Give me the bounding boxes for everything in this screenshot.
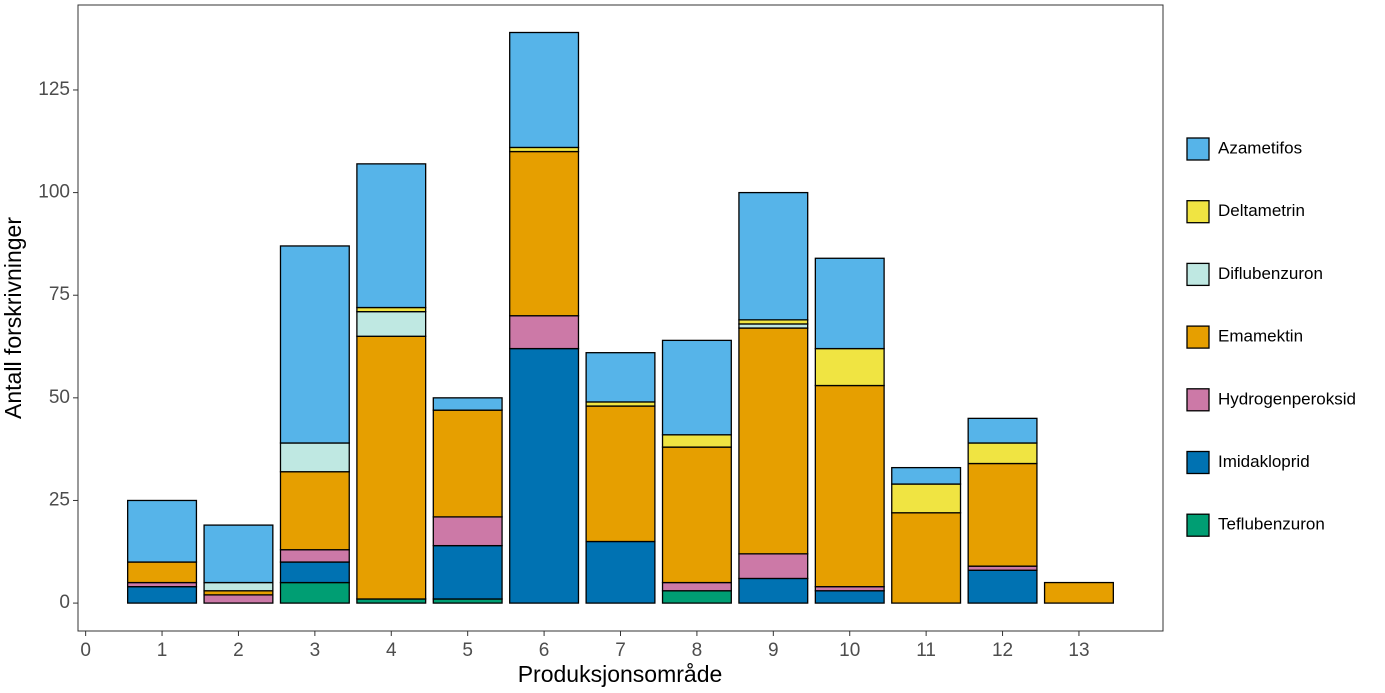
bar-segment (509, 31, 580, 149)
bar-segment (814, 347, 885, 387)
bar-segment (1043, 581, 1114, 604)
x-tick-label: 6 (539, 640, 550, 661)
y-tick-label: 100 (38, 182, 70, 203)
x-tick-label: 0 (80, 640, 91, 661)
bar-segment (891, 512, 962, 604)
x-tick-label: 8 (692, 640, 703, 661)
y-axis-title: Antall forskrivninger (0, 217, 26, 419)
y-tick-label: 0 (59, 592, 70, 613)
bar-segment (279, 581, 350, 604)
bar-segment (891, 466, 962, 485)
bar-segment (279, 549, 350, 563)
bar-segment (661, 581, 732, 592)
x-tick-label: 12 (992, 640, 1013, 661)
x-tick-label: 5 (462, 640, 473, 661)
bar-segment (814, 257, 885, 350)
bar-segment (967, 442, 1038, 465)
bar-segment (738, 191, 809, 321)
legend-key (1186, 262, 1210, 287)
bar-segment (203, 524, 274, 584)
bar-segment (432, 397, 503, 411)
bar-segment (661, 339, 732, 436)
x-axis-title: Produksjonsområde (518, 661, 723, 687)
bar-segment (432, 516, 503, 547)
bar-segment (509, 315, 580, 350)
y-tick-label: 25 (49, 489, 70, 510)
bar-segment (509, 347, 580, 604)
bar-segment (738, 577, 809, 604)
legend-label: Imidakloprid (1218, 452, 1310, 471)
x-tick-label: 11 (916, 640, 936, 661)
bar-segment (661, 434, 732, 448)
bar-segment (967, 569, 1038, 604)
bar-segment (432, 544, 503, 600)
bar-segment (127, 586, 198, 604)
bar-segment (127, 499, 198, 563)
x-tick-label: 13 (1068, 640, 1089, 661)
legend-label: Deltametrin (1218, 201, 1305, 220)
x-tick-label: 7 (615, 640, 626, 661)
legend-key (1186, 513, 1210, 537)
bar-segment (661, 590, 732, 604)
y-tick-label: 75 (49, 284, 70, 305)
legend-label: Diflubenzuron (1218, 264, 1323, 283)
x-tick-label: 9 (768, 640, 779, 661)
bar-segment (203, 594, 274, 604)
bar-segment (356, 335, 427, 600)
bar-segment (279, 561, 350, 584)
bar-segment (661, 446, 732, 584)
bar-segment (509, 150, 580, 317)
x-tick-label: 10 (839, 640, 860, 661)
bar-segment (585, 540, 656, 604)
bar-segment (585, 405, 656, 543)
legend-key (1186, 200, 1210, 224)
bar-segment (356, 163, 427, 309)
bar-segment (967, 417, 1038, 444)
bar-segment (967, 462, 1038, 567)
bar-segment (814, 384, 885, 588)
legend-label: Teflubenzuron (1218, 515, 1325, 534)
legend-key (1186, 388, 1210, 412)
x-tick-label: 3 (310, 640, 321, 661)
bar-segment (738, 327, 809, 555)
bar-segment (738, 553, 809, 580)
legend-label: Hydrogenperoksid (1218, 389, 1356, 408)
bar-segment (127, 561, 198, 584)
legend-key (1186, 325, 1210, 349)
bar-segment (279, 245, 350, 444)
bar-segment (279, 442, 350, 473)
legend-key (1186, 450, 1210, 475)
bar-segment (585, 352, 656, 403)
x-tick-label: 1 (157, 640, 168, 661)
bar-segment (814, 590, 885, 604)
bar-segment (203, 581, 274, 592)
legend-label: Emamektin (1218, 327, 1303, 346)
bar-segment (891, 483, 962, 514)
legend-label: Azametifos (1218, 138, 1302, 157)
y-tick-label: 50 (49, 387, 70, 408)
bar-segment (356, 310, 427, 337)
x-tick-label: 4 (386, 640, 397, 661)
y-tick-label: 125 (38, 79, 70, 100)
bar-segment (279, 471, 350, 551)
bar-segment (432, 409, 503, 518)
legend-key (1186, 137, 1210, 161)
x-tick-label: 2 (233, 640, 244, 661)
